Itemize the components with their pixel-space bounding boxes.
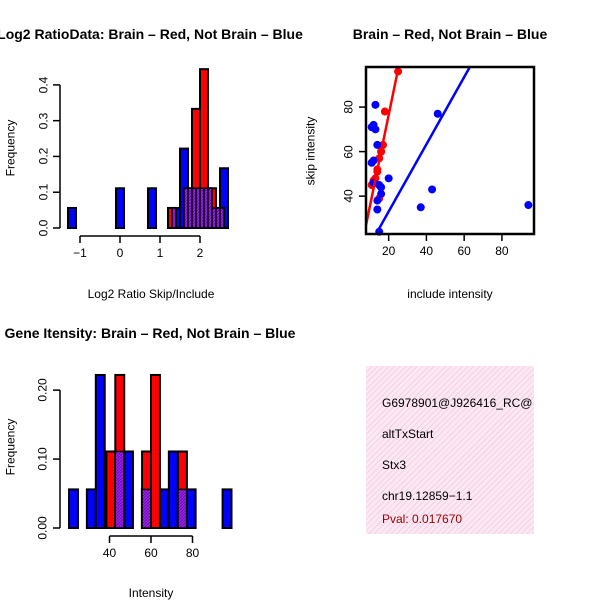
intensity-hist-not-brain-bar-0 — [68, 488, 79, 530]
ratio-hist-ytick-label-2: 0.2 — [36, 148, 50, 165]
intensity-hist-brain-bar-3 — [150, 373, 161, 529]
ratio-hist-overlap-bar-10 — [219, 207, 225, 229]
intensity-hist-xtick-label-0: 40 — [102, 546, 117, 560]
scatter-brain-point-1 — [380, 107, 389, 116]
intensity-hist-ylabel: Frequency — [3, 418, 18, 476]
ratio-hist-xlabel: Log2 Ratio Skip/Include — [87, 287, 215, 301]
scatter-not-brain-point-18 — [524, 201, 533, 210]
ratio-hist-overlap-bar-0 — [171, 207, 177, 229]
scatter-not-brain-point-15 — [416, 203, 425, 212]
scatter-ytick-label-0: 40 — [341, 189, 356, 203]
scatter-ylabel: skip intensity — [302, 116, 317, 185]
ratio-hist-ylabel: Frequency — [3, 119, 18, 176]
ratio-hist-not-brain-bar-0 — [67, 206, 77, 230]
ratio-hist-ytick-label-1: 0.1 — [36, 183, 50, 201]
scatter-not-brain-point-9 — [384, 174, 393, 183]
ratio-hist-title: Log2 RatioData: Brain – Red, Not Brain –… — [0, 26, 303, 42]
scatter-not-brain-point-7 — [369, 156, 378, 165]
scatter-not-brain-point-12 — [377, 189, 386, 198]
genomic-location: chr19.12859−1.1 — [382, 489, 473, 503]
intensity-hist-title: Gene Itensity: Brain – Red, Not Brain – … — [4, 325, 296, 341]
ratio-hist-not-brain-bar-2 — [147, 187, 157, 229]
intensity-hist-overlap-bar-3 — [141, 488, 152, 529]
scatter-not-brain-point-6 — [433, 109, 442, 118]
scatter-xtick-label-1: 40 — [419, 244, 434, 258]
ratio-hist-ytick-label-0: 0.0 — [36, 219, 50, 237]
intensity-hist-ytick-label-1: 0.10 — [35, 447, 50, 471]
scatter-ytick-label-2: 80 — [341, 100, 356, 114]
intensity-hist-overlap-bar-4 — [177, 488, 188, 529]
intensity-hist-not-brain-bar-2 — [94, 373, 106, 529]
intensity-hist-xtick-label-2: 80 — [185, 546, 200, 560]
scatter-fit-line-brain — [364, 68, 400, 226]
ratio-hist-ytick-label-4: 0.4 — [36, 76, 50, 94]
intensity-hist-not-brain-bar-4 — [123, 450, 134, 530]
scatter-xtick-label-0: 20 — [381, 244, 396, 258]
scatter-not-brain-point-4 — [373, 140, 382, 149]
scatter-not-brain-point-13 — [373, 196, 382, 205]
intensity-hist-not-brain-bar-1 — [85, 488, 97, 530]
ratio-hist-xtick-label-1: 0 — [116, 246, 124, 260]
event-type: altTxStart — [382, 427, 434, 441]
scatter-xtick-label-2: 60 — [457, 244, 471, 258]
event-info-panel: G6978901@J926416_RC@ altTxStart Stx3 chr… — [366, 366, 534, 534]
intensity-hist-xtick-label-1: 60 — [144, 546, 158, 560]
ratio-hist-xtick-label-2: 1 — [156, 246, 164, 260]
scatter-not-brain-point-0 — [371, 100, 380, 109]
intensity-hist-not-brain-bar-10 — [221, 488, 233, 530]
intensity-hist-not-brain-bar-6 — [158, 488, 170, 530]
intensity-hist-not-brain-bar-7 — [167, 450, 179, 530]
intensity-hist-overlap-bar-1 — [114, 450, 125, 529]
scatter-plot-frame — [364, 65, 536, 236]
intensity-hist-brain-bar-0 — [105, 450, 117, 530]
intensity-hist-not-brain-bar-9 — [185, 488, 197, 530]
scatter-fit-line-not-brain — [376, 66, 471, 233]
scatter-not-brain-point-3 — [371, 125, 380, 134]
scatter-xlabel: include intensity — [407, 287, 493, 301]
intensity-hist-xlabel: Intensity — [128, 586, 174, 600]
scatter-ytick-label-1: 60 — [341, 144, 356, 159]
scatter-title: Brain – Red, Not Brain – Blue — [352, 26, 548, 42]
ratio-hist-not-brain-bar-1 — [115, 187, 125, 229]
pvalue-text: Pval: 0.017670 — [382, 512, 463, 526]
gene-name: Stx3 — [382, 458, 407, 472]
ratio-hist-xtick-label-0: −1 — [73, 246, 87, 260]
intensity-hist-ytick-label-0: 0.00 — [35, 516, 50, 540]
scatter-not-brain-point-11 — [375, 181, 384, 190]
ratio-hist-xtick-label-3: 2 — [196, 246, 204, 260]
scatter-xtick-label-3: 80 — [495, 244, 509, 258]
intensity-hist-ytick-label-2: 0.20 — [35, 378, 50, 402]
ratio-hist-ytick-label-3: 0.3 — [36, 112, 50, 129]
event-id: G6978901@J926416_RC@ — [382, 396, 533, 410]
scatter-not-brain-point-14 — [428, 185, 437, 194]
scatter-not-brain-point-16 — [373, 205, 382, 214]
